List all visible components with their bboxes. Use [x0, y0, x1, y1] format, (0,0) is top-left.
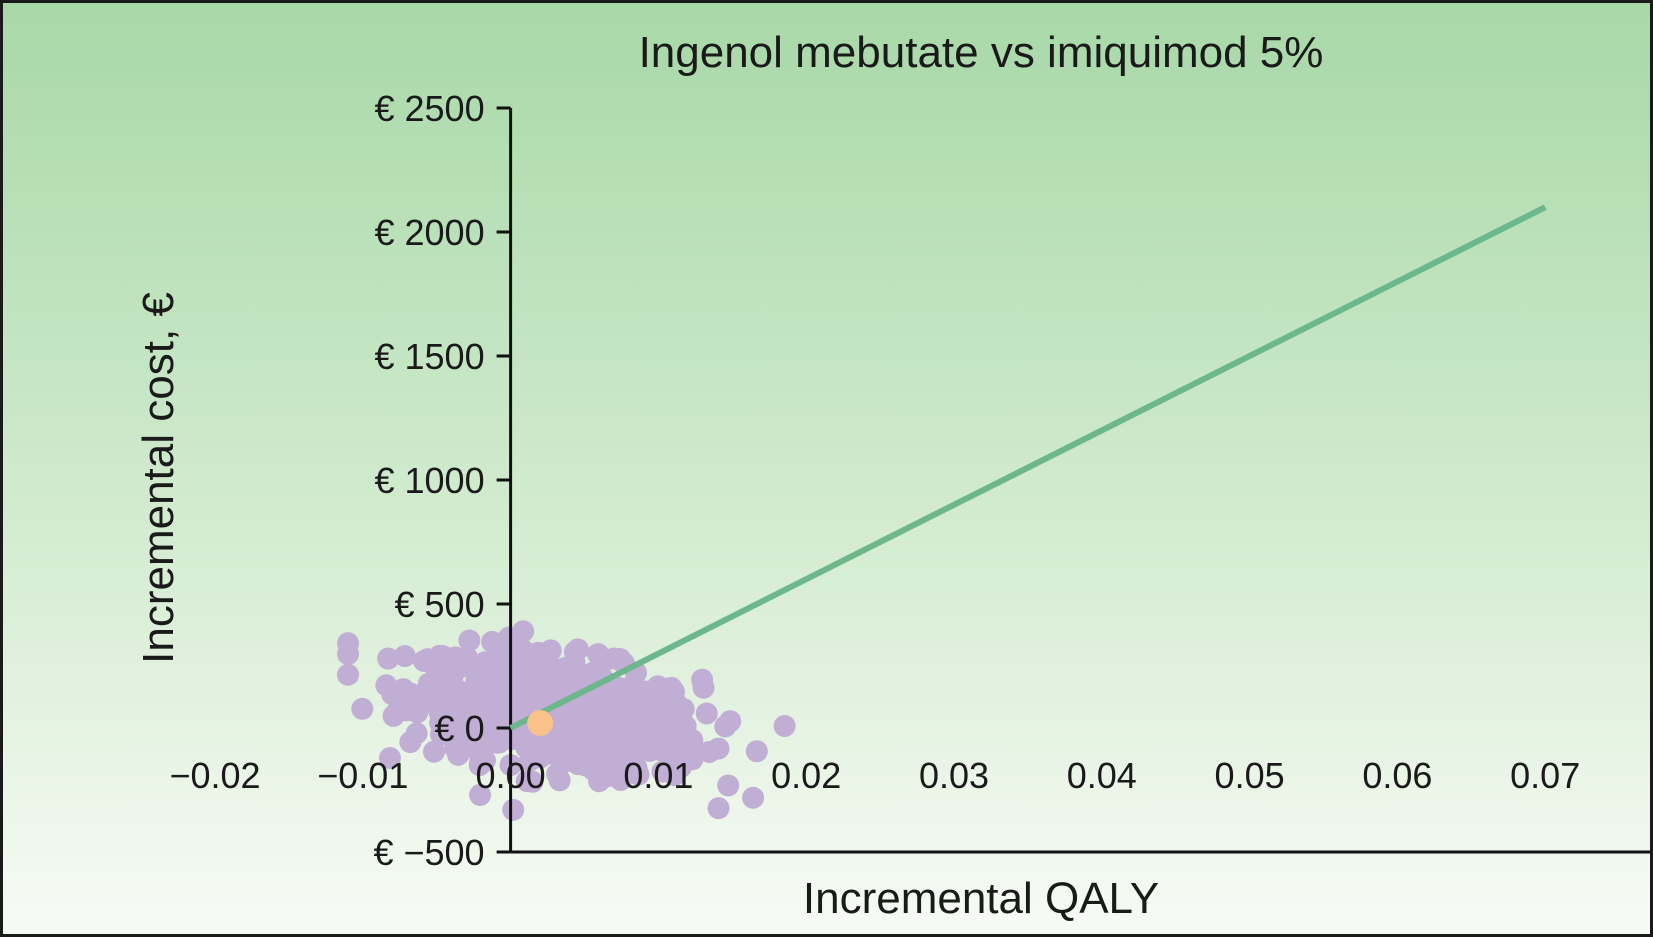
base-case — [527, 710, 554, 737]
simulation-point — [428, 644, 451, 667]
simulation-point — [678, 731, 701, 754]
simulation-point — [707, 737, 730, 760]
simulation-point — [592, 700, 615, 723]
simulation-point — [582, 739, 605, 762]
simulation-point — [337, 663, 360, 686]
simulation-point — [378, 747, 401, 770]
simulation-point — [625, 757, 648, 780]
simulation-point — [391, 688, 414, 711]
simulation-point — [491, 691, 514, 714]
x-tick-label: 0.05 — [1215, 755, 1285, 796]
simulation-point — [564, 721, 587, 744]
y-tick-label: € 2000 — [374, 212, 484, 253]
y-tick-label: € 500 — [395, 584, 485, 625]
y-axis-label: Incremental cost, € — [134, 292, 183, 664]
simulation-point — [377, 647, 400, 670]
x-tick-label: −0.01 — [317, 755, 408, 796]
simulation-point — [399, 731, 422, 754]
simulation-point — [446, 679, 469, 702]
x-tick-label: 0.02 — [771, 755, 841, 796]
simulation-point — [742, 786, 765, 809]
simulation-point — [548, 769, 571, 792]
x-tick-label: 0.01 — [623, 755, 693, 796]
x-tick-label: 0.04 — [1067, 755, 1137, 796]
simulation-point — [417, 672, 440, 695]
simulation-point — [515, 770, 538, 793]
x-axis: −0.02 −0.01 0.00 0.01 0.02 0.03 0.04 0.05 0.06 0.… — [169, 755, 1650, 854]
simulation-point — [641, 680, 664, 703]
threshold-line — [509, 204, 1547, 731]
x-tick-label: 0.06 — [1362, 755, 1432, 796]
simulation-point — [588, 770, 611, 793]
simulation-point — [580, 662, 603, 685]
ce-plane-chart: Ingenol mebutate vs imiquimod 5% € −500 €… — [134, 28, 1650, 923]
simulation-point — [528, 746, 551, 769]
simulation-point — [423, 740, 446, 763]
simulation-point — [406, 701, 429, 724]
simulation-point — [606, 761, 629, 784]
x-axis-label: Incremental QALY — [803, 874, 1159, 923]
x-tick-label: 0.00 — [476, 755, 546, 796]
simulation-point — [393, 645, 416, 668]
simulation-point — [773, 714, 796, 737]
x-tick-label: 0.03 — [919, 755, 989, 796]
simulation-point — [501, 673, 524, 696]
simulation-point — [469, 783, 492, 806]
simulation-point — [440, 723, 463, 746]
simulation-point — [707, 797, 730, 820]
wtp-threshold — [509, 204, 1547, 731]
simulation-point — [375, 674, 398, 697]
simulation-point — [691, 668, 714, 691]
y-tick-label: € 1000 — [374, 460, 484, 501]
simulation-point — [557, 659, 580, 682]
base-case-point — [527, 710, 554, 737]
x-tick-label: −0.02 — [169, 755, 260, 796]
simulation-point — [351, 697, 374, 720]
simulation-point — [714, 715, 737, 738]
simulation-point — [650, 711, 673, 734]
simulation-point — [512, 620, 535, 643]
simulation-point — [674, 715, 697, 738]
simulation-point — [587, 643, 610, 666]
simulation-point — [382, 704, 405, 727]
simulation-point — [475, 724, 498, 747]
simulation-point — [623, 723, 646, 746]
y-tick-label: € −500 — [373, 832, 484, 873]
simulation-point — [445, 655, 468, 678]
simulation-point — [502, 798, 525, 821]
simulation-point — [553, 742, 576, 765]
simulation-point — [337, 642, 360, 665]
simulation-point — [695, 702, 718, 725]
y-tick-label: € 0 — [435, 708, 485, 749]
simulation-point — [681, 748, 704, 771]
y-tick-label: € 1500 — [374, 336, 484, 377]
simulation-point — [458, 735, 481, 758]
y-tick-label: € 2500 — [374, 88, 484, 129]
simulation-point — [717, 774, 740, 797]
simulation-point — [650, 739, 673, 762]
x-tick-label: 0.07 — [1510, 755, 1580, 796]
simulation-point — [566, 638, 589, 661]
chart-title: Ingenol mebutate vs imiquimod 5% — [639, 28, 1324, 77]
simulation-point — [458, 629, 481, 652]
simulation-point — [463, 701, 486, 724]
simulation-point — [481, 630, 504, 653]
simulation-point — [745, 740, 768, 763]
simulation-point — [472, 665, 495, 688]
